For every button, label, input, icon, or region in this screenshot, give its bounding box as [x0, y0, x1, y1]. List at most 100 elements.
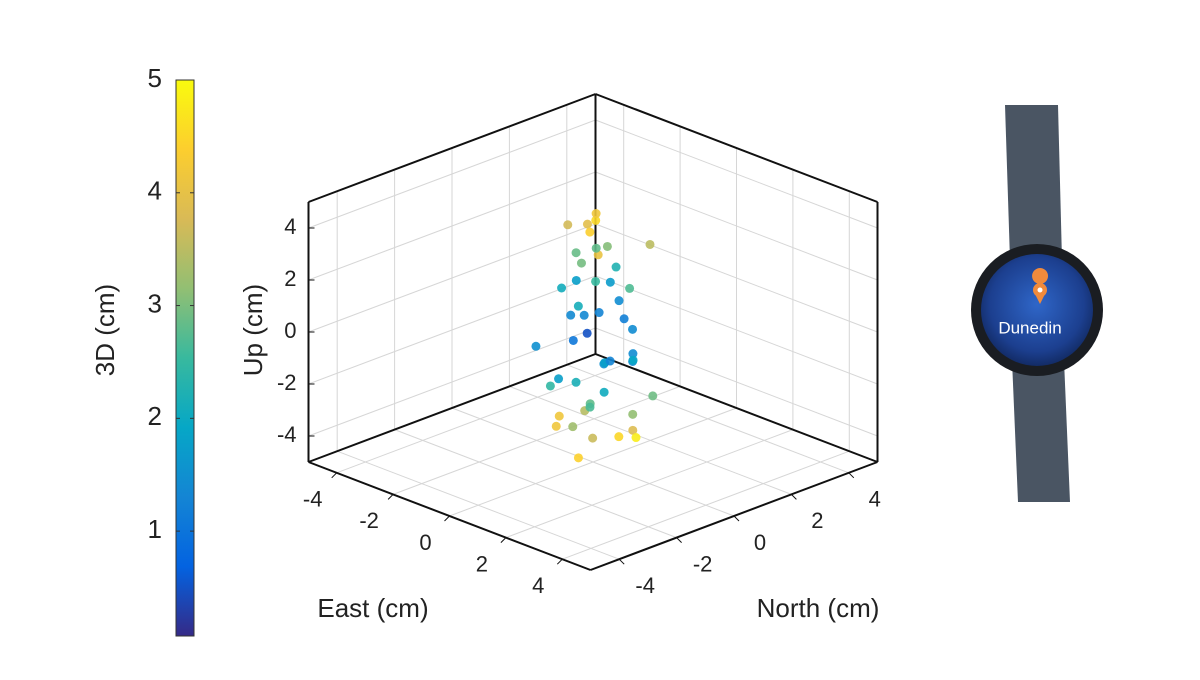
point: [571, 275, 581, 285]
tick-mark: [500, 537, 507, 543]
point: [571, 248, 581, 258]
point: [628, 425, 638, 435]
point: [625, 283, 635, 293]
axis-edge: [308, 353, 596, 463]
grid-line: [394, 429, 677, 539]
plot-area: [307, 93, 879, 571]
y-tick-label: -2: [693, 551, 713, 576]
grid-line: [451, 407, 735, 517]
z-tick-label: -2: [277, 370, 297, 395]
point: [591, 209, 601, 219]
x-tick-label: -4: [303, 487, 323, 512]
point: [563, 220, 573, 230]
point: [554, 411, 564, 421]
z-tick-label: 4: [284, 214, 296, 239]
colorbar-tick-label: 1: [148, 514, 162, 544]
watch-face: [981, 254, 1093, 366]
watch-city: Dunedin: [998, 318, 1061, 337]
point: [628, 324, 638, 334]
point: [605, 277, 615, 287]
grid-line: [595, 223, 878, 333]
point: [599, 387, 609, 397]
map-pin-dot: [1037, 287, 1043, 293]
tick-mark: [387, 494, 394, 500]
point: [545, 381, 555, 391]
point: [585, 227, 595, 237]
point: [573, 453, 583, 463]
z-tick-label: 2: [284, 266, 296, 291]
grid-line: [566, 364, 849, 474]
point: [554, 374, 564, 384]
tick-mark: [331, 472, 338, 479]
watch-strap: [1005, 105, 1062, 260]
grid-line: [308, 275, 596, 385]
point: [573, 301, 583, 311]
x-axis-label: East (cm): [317, 593, 428, 623]
point: [585, 402, 595, 412]
z-axis-label: Up (cm): [238, 284, 268, 376]
z-tick-label: -4: [277, 422, 297, 447]
colorbar: [175, 79, 195, 637]
tick-mark: [676, 537, 682, 543]
point: [628, 355, 638, 365]
point: [611, 262, 621, 272]
grid-line: [595, 171, 878, 281]
point: [605, 356, 615, 366]
grid-line: [308, 223, 596, 333]
point: [594, 308, 604, 318]
colorbar-tick-label: 4: [148, 176, 162, 206]
point: [568, 422, 578, 432]
colorbar-tick-label: 2: [148, 401, 162, 431]
point: [591, 243, 601, 253]
grid-line: [308, 119, 596, 229]
point: [628, 349, 638, 359]
axis-edge: [308, 93, 596, 203]
point: [614, 296, 624, 306]
tick-mark: [618, 558, 625, 565]
point: [571, 377, 581, 387]
point: [579, 310, 589, 320]
point: [645, 239, 655, 249]
z-tick-label: 0: [284, 318, 296, 343]
point: [619, 314, 629, 324]
point: [628, 409, 638, 419]
watch-strap: [1012, 360, 1070, 502]
x-tick-label: 4: [532, 573, 544, 598]
y-tick-label: -4: [635, 573, 655, 598]
tick-mark: [848, 472, 855, 479]
grid-line: [308, 171, 596, 281]
x-tick-label: 2: [476, 551, 488, 576]
point: [614, 432, 624, 442]
grid-line: [308, 327, 596, 437]
y-tick-label: 0: [754, 530, 766, 555]
y-axis-label: North (cm): [757, 593, 880, 623]
tick-mark: [556, 558, 563, 565]
point: [591, 215, 601, 225]
colorbar-label: 3D (cm): [90, 284, 120, 376]
point: [531, 341, 541, 351]
point: [631, 433, 641, 443]
grid-line: [595, 327, 878, 437]
point: [568, 335, 578, 345]
tick-mark: [733, 515, 740, 522]
axis-edge: [595, 93, 878, 203]
y-tick-label: 4: [869, 487, 881, 512]
x-tick-label: -2: [359, 508, 379, 533]
point: [576, 258, 586, 268]
grid-line: [337, 450, 620, 560]
point: [588, 433, 598, 443]
point: [582, 328, 592, 338]
tick-mark: [444, 515, 450, 522]
colorbar-tick-label: 3: [148, 288, 162, 318]
point: [582, 219, 592, 229]
y-tick-label: 2: [811, 508, 823, 533]
point: [602, 241, 612, 251]
grid-line: [595, 275, 878, 385]
point: [591, 276, 601, 286]
point: [557, 283, 567, 293]
point: [648, 391, 658, 401]
watch: Dunedin: [971, 105, 1103, 502]
tick-mark: [791, 494, 797, 500]
